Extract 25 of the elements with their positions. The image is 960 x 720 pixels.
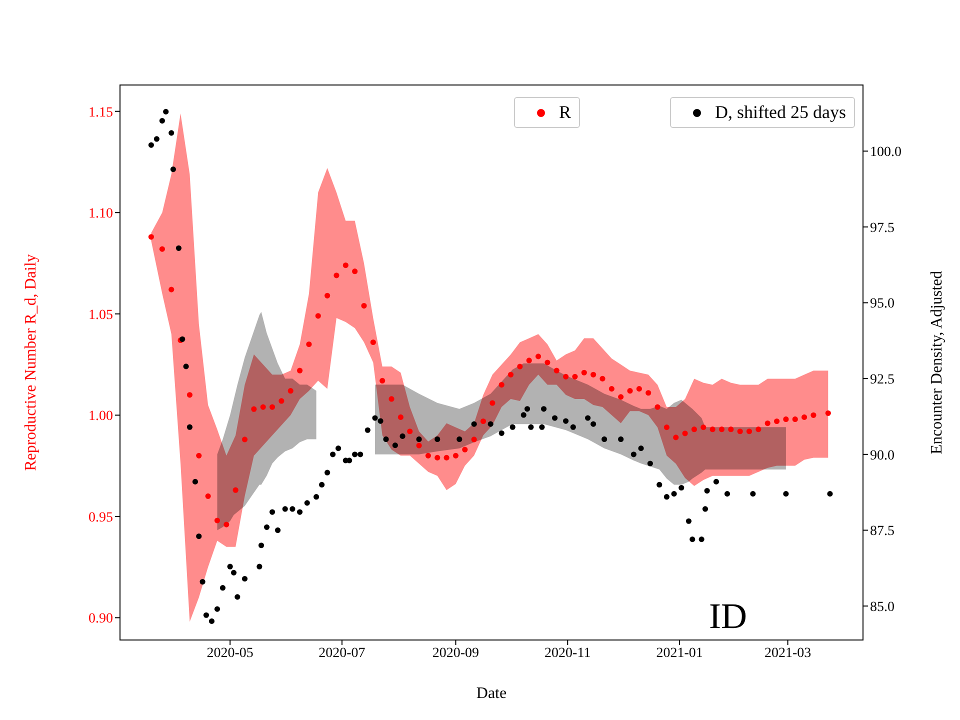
annotation: ID bbox=[709, 596, 747, 636]
y-axis-title: Reproductive Number R_d, Daily bbox=[22, 254, 40, 471]
y2-tick-label: 95.0 bbox=[870, 296, 894, 312]
x-tick-label: 2021-01 bbox=[656, 646, 703, 661]
x-tick-label: 2020-09 bbox=[432, 646, 480, 661]
x-axis-title: Date bbox=[476, 685, 507, 702]
y2-tick-label: 92.5 bbox=[870, 372, 894, 388]
legend-label: R bbox=[559, 102, 572, 123]
y2-tick-label: 90.0 bbox=[870, 448, 894, 464]
y-tick-label: 1.05 bbox=[88, 308, 113, 323]
y-tick-label: 0.95 bbox=[88, 510, 113, 526]
y2-axis-title: Encounter Density, Adjusted bbox=[928, 270, 946, 454]
legend-label: D, shifted 25 days bbox=[715, 102, 846, 123]
y2-tick-label: 100.0 bbox=[870, 145, 902, 160]
y2-tick-label: 87.5 bbox=[870, 524, 894, 540]
x-tick-label: 2021-03 bbox=[764, 646, 812, 661]
y-tick-label: 1.10 bbox=[88, 206, 113, 222]
y-tick-label: 0.90 bbox=[88, 612, 113, 627]
y2-tick-label: 97.5 bbox=[870, 220, 894, 236]
y-tick-label: 1.00 bbox=[88, 409, 113, 424]
y2-tick-label: 85.0 bbox=[870, 600, 894, 616]
x-tick-label: 2020-07 bbox=[318, 646, 366, 661]
x-tick-label: 2020-05 bbox=[206, 646, 254, 661]
y-tick-label: 1.15 bbox=[88, 105, 113, 120]
x-tick-label: 2020-11 bbox=[544, 646, 591, 661]
